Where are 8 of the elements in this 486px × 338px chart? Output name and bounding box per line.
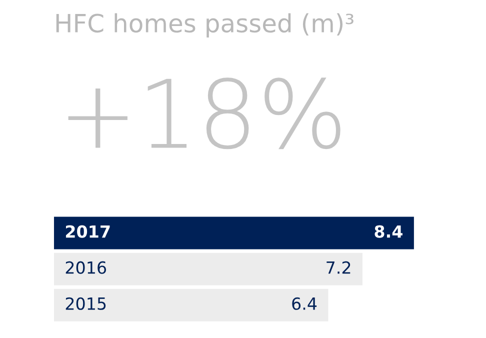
y-tick-label: 2017	[66, 225, 110, 238]
text: +18%	[68, 78, 340, 150]
y-tick-label: 2016	[66, 261, 106, 274]
data-label: 8.4	[374, 225, 402, 238]
y-tick-label: 2015	[66, 297, 106, 310]
chart-title: HFC homes passed (m)³	[56, 13, 354, 38]
data-label: 6.4	[292, 297, 317, 310]
data-label: 7.2	[326, 261, 350, 274]
